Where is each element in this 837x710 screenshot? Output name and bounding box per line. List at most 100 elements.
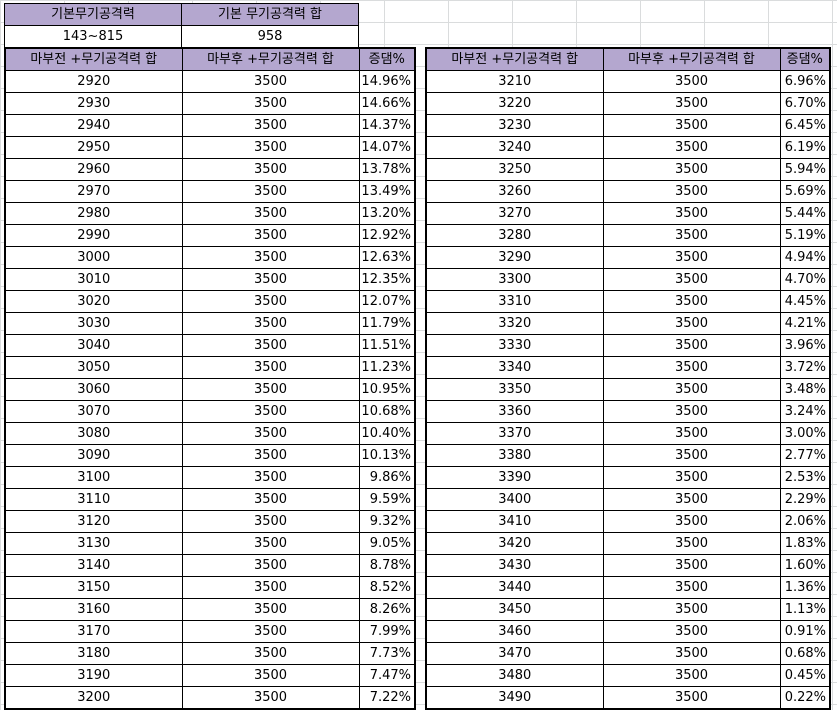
cell-increase-percent[interactable]: 2.06% bbox=[779, 510, 831, 533]
cell-increase-percent[interactable]: 3.72% bbox=[779, 356, 831, 379]
cell-after-enchant[interactable]: 3500 bbox=[602, 356, 781, 379]
cell-increase-percent[interactable]: 5.44% bbox=[779, 202, 831, 225]
cell-after-enchant[interactable]: 3500 bbox=[181, 378, 360, 401]
cell-increase-percent[interactable]: 14.37% bbox=[358, 114, 416, 137]
cell-after-enchant[interactable]: 3500 bbox=[602, 488, 781, 511]
cell-before-enchant[interactable]: 3210 bbox=[425, 70, 604, 93]
header-cell-after-enchant[interactable]: 마부후 +무기공격력 합 bbox=[181, 47, 360, 71]
cell-before-enchant[interactable]: 3370 bbox=[425, 422, 604, 445]
cell-before-enchant[interactable]: 3180 bbox=[4, 642, 183, 665]
cell-after-enchant[interactable]: 3500 bbox=[181, 202, 360, 225]
cell-before-enchant[interactable]: 2940 bbox=[4, 114, 183, 137]
cell-increase-percent[interactable]: 6.19% bbox=[779, 136, 831, 159]
cell-after-enchant[interactable]: 3500 bbox=[602, 422, 781, 445]
cell-increase-percent[interactable]: 11.79% bbox=[358, 312, 416, 335]
cell-after-enchant[interactable]: 3500 bbox=[602, 312, 781, 335]
cell-before-enchant[interactable]: 3450 bbox=[425, 598, 604, 621]
cell-after-enchant[interactable]: 3500 bbox=[602, 686, 781, 710]
cell-after-enchant[interactable]: 3500 bbox=[181, 576, 360, 599]
cell-after-enchant[interactable]: 3500 bbox=[602, 158, 781, 181]
cell-before-enchant[interactable]: 3190 bbox=[4, 664, 183, 687]
cell-before-enchant[interactable]: 3120 bbox=[4, 510, 183, 533]
cell-after-enchant[interactable]: 3500 bbox=[602, 378, 781, 401]
header-cell-before-enchant[interactable]: 마부전 +무기공격력 합 bbox=[425, 47, 604, 71]
cell-increase-percent[interactable]: 5.19% bbox=[779, 224, 831, 247]
cell-after-enchant[interactable]: 3500 bbox=[181, 224, 360, 247]
cell-increase-percent[interactable]: 4.94% bbox=[779, 246, 831, 269]
cell-increase-percent[interactable]: 0.45% bbox=[779, 664, 831, 687]
cell-increase-percent[interactable]: 7.99% bbox=[358, 620, 416, 643]
cell-after-enchant[interactable]: 3500 bbox=[181, 290, 360, 313]
cell-increase-percent[interactable]: 11.51% bbox=[358, 334, 416, 357]
cell-increase-percent[interactable]: 5.69% bbox=[779, 180, 831, 203]
cell-before-enchant[interactable]: 3380 bbox=[425, 444, 604, 467]
cell-after-enchant[interactable]: 3500 bbox=[181, 312, 360, 335]
cell-before-enchant[interactable]: 3250 bbox=[425, 158, 604, 181]
cell-increase-percent[interactable]: 1.13% bbox=[779, 598, 831, 621]
cell-before-enchant[interactable]: 3350 bbox=[425, 378, 604, 401]
cell-increase-percent[interactable]: 12.07% bbox=[358, 290, 416, 313]
header-cell-after-enchant[interactable]: 마부후 +무기공격력 합 bbox=[602, 47, 781, 71]
cell-before-enchant[interactable]: 3300 bbox=[425, 268, 604, 291]
cell-after-enchant[interactable]: 3500 bbox=[602, 642, 781, 665]
cell-increase-percent[interactable]: 3.00% bbox=[779, 422, 831, 445]
cell-after-enchant[interactable]: 3500 bbox=[602, 444, 781, 467]
cell-after-enchant[interactable]: 3500 bbox=[602, 664, 781, 687]
cell-increase-percent[interactable]: 9.05% bbox=[358, 532, 416, 555]
cell-after-enchant[interactable]: 3500 bbox=[181, 422, 360, 445]
cell-after-enchant[interactable]: 3500 bbox=[602, 268, 781, 291]
cell-increase-percent[interactable]: 7.73% bbox=[358, 642, 416, 665]
cell-before-enchant[interactable]: 3020 bbox=[4, 290, 183, 313]
cell-before-enchant[interactable]: 3340 bbox=[425, 356, 604, 379]
header-cell-increase-percent[interactable]: 증댐% bbox=[779, 47, 831, 71]
cell-before-enchant[interactable]: 3070 bbox=[4, 400, 183, 423]
cell-increase-percent[interactable]: 1.36% bbox=[779, 576, 831, 599]
cell-before-enchant[interactable]: 3490 bbox=[425, 686, 604, 710]
cell-before-enchant[interactable]: 3010 bbox=[4, 268, 183, 291]
cell-before-enchant[interactable]: 3480 bbox=[425, 664, 604, 687]
cell-before-enchant[interactable]: 3410 bbox=[425, 510, 604, 533]
cell-before-enchant[interactable]: 3000 bbox=[4, 246, 183, 269]
cell-before-enchant[interactable]: 3230 bbox=[425, 114, 604, 137]
cell-before-enchant[interactable]: 2960 bbox=[4, 158, 183, 181]
cell-after-enchant[interactable]: 3500 bbox=[602, 620, 781, 643]
cell-increase-percent[interactable]: 14.66% bbox=[358, 92, 416, 115]
cell-after-enchant[interactable]: 3500 bbox=[181, 400, 360, 423]
cell-before-enchant[interactable]: 3270 bbox=[425, 202, 604, 225]
cell-increase-percent[interactable]: 4.21% bbox=[779, 312, 831, 335]
cell-after-enchant[interactable]: 3500 bbox=[602, 114, 781, 137]
cell-after-enchant[interactable]: 3500 bbox=[181, 180, 360, 203]
cell-before-enchant[interactable]: 3440 bbox=[425, 576, 604, 599]
cell-after-enchant[interactable]: 3500 bbox=[181, 532, 360, 555]
value-cell-base-weapon-attack[interactable]: 143~815 bbox=[4, 25, 182, 48]
cell-after-enchant[interactable]: 3500 bbox=[181, 356, 360, 379]
cell-increase-percent[interactable]: 4.45% bbox=[779, 290, 831, 313]
cell-after-enchant[interactable]: 3500 bbox=[602, 246, 781, 269]
cell-before-enchant[interactable]: 3160 bbox=[4, 598, 183, 621]
value-cell-base-weapon-attack-sum[interactable]: 958 bbox=[181, 25, 359, 48]
cell-increase-percent[interactable]: 9.86% bbox=[358, 466, 416, 489]
cell-increase-percent[interactable]: 14.96% bbox=[358, 70, 416, 93]
cell-before-enchant[interactable]: 3060 bbox=[4, 378, 183, 401]
cell-increase-percent[interactable]: 0.68% bbox=[779, 642, 831, 665]
cell-before-enchant[interactable]: 3420 bbox=[425, 532, 604, 555]
cell-after-enchant[interactable]: 3500 bbox=[602, 598, 781, 621]
cell-increase-percent[interactable]: 14.07% bbox=[358, 136, 416, 159]
cell-before-enchant[interactable]: 3220 bbox=[425, 92, 604, 115]
cell-after-enchant[interactable]: 3500 bbox=[602, 202, 781, 225]
cell-after-enchant[interactable]: 3500 bbox=[602, 576, 781, 599]
cell-increase-percent[interactable]: 12.63% bbox=[358, 246, 416, 269]
cell-increase-percent[interactable]: 5.94% bbox=[779, 158, 831, 181]
cell-before-enchant[interactable]: 2990 bbox=[4, 224, 183, 247]
header-cell-before-enchant[interactable]: 마부전 +무기공격력 합 bbox=[4, 47, 183, 71]
cell-increase-percent[interactable]: 9.59% bbox=[358, 488, 416, 511]
cell-after-enchant[interactable]: 3500 bbox=[181, 598, 360, 621]
cell-after-enchant[interactable]: 3500 bbox=[602, 334, 781, 357]
cell-before-enchant[interactable]: 3090 bbox=[4, 444, 183, 467]
cell-before-enchant[interactable]: 3150 bbox=[4, 576, 183, 599]
cell-increase-percent[interactable]: 11.23% bbox=[358, 356, 416, 379]
cell-after-enchant[interactable]: 3500 bbox=[181, 114, 360, 137]
cell-before-enchant[interactable]: 3040 bbox=[4, 334, 183, 357]
cell-after-enchant[interactable]: 3500 bbox=[181, 268, 360, 291]
cell-increase-percent[interactable]: 13.78% bbox=[358, 158, 416, 181]
